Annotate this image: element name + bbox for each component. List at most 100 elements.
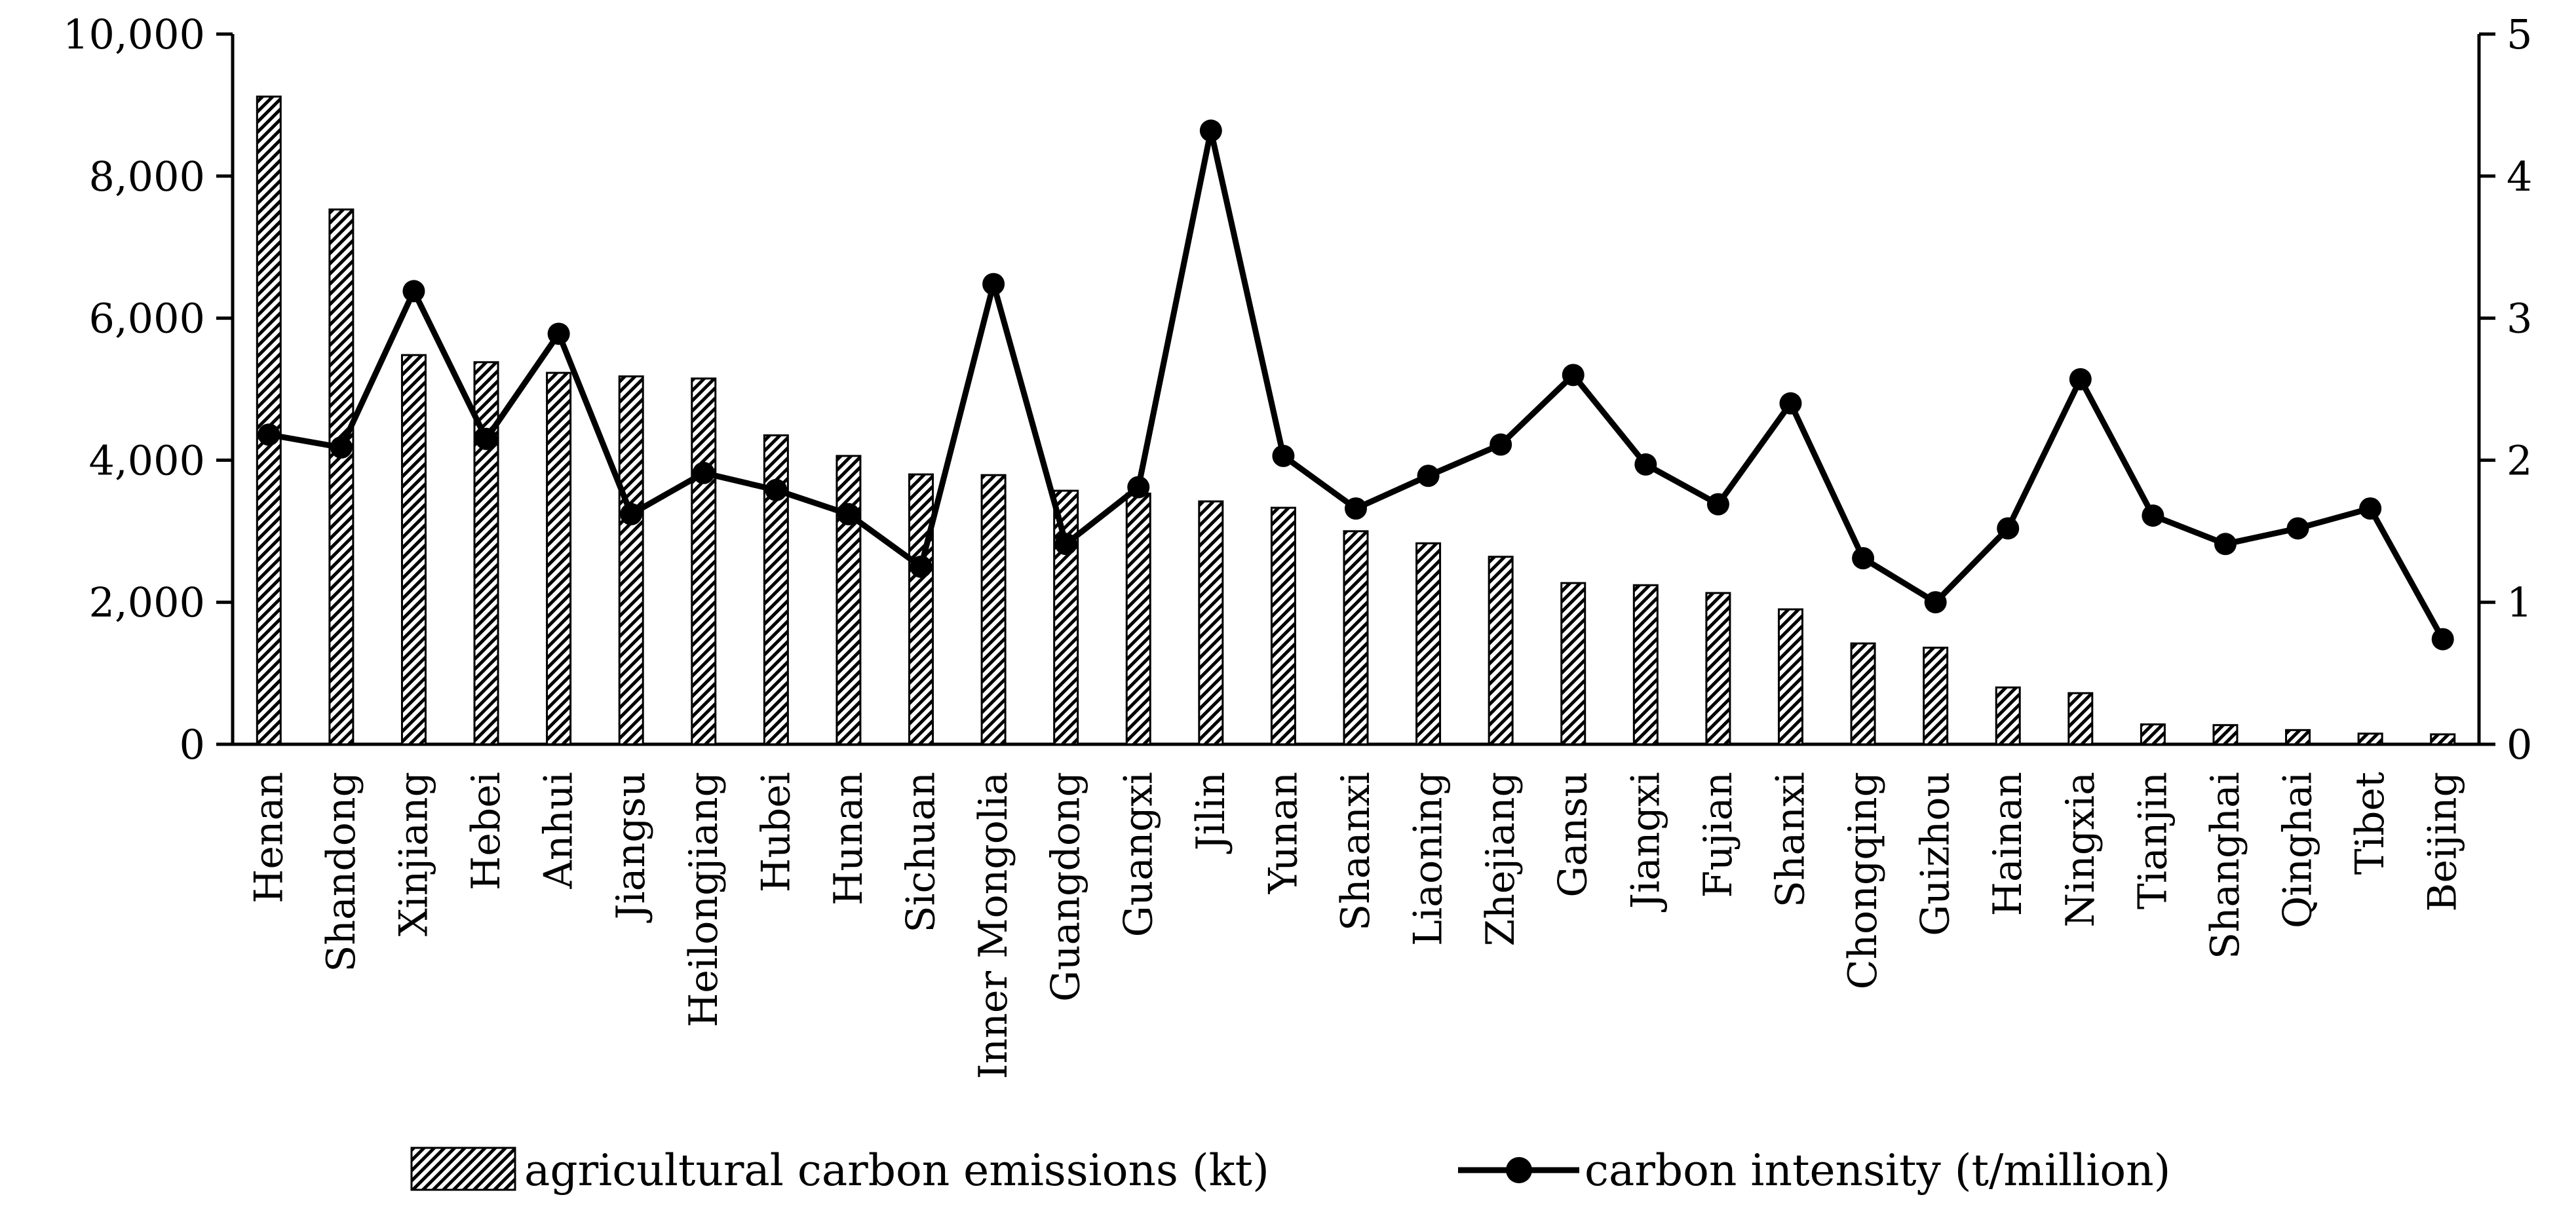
y-right-tick-label: 4 bbox=[2507, 153, 2532, 200]
y-left-tick-label: 2,000 bbox=[89, 579, 206, 626]
legend-label-line: carbon intensity (t/million) bbox=[1585, 1145, 2170, 1196]
category-label: Anhui bbox=[536, 772, 582, 889]
intensity-point bbox=[692, 461, 715, 484]
y-left-tick-label: 0 bbox=[180, 721, 205, 769]
intensity-point bbox=[1706, 493, 1729, 516]
legend-swatch-bars bbox=[410, 1147, 516, 1191]
category-labels: Henan Shandong Xinjiang Hebei Anhui Jiangsu He… bbox=[246, 772, 2465, 1079]
intensity-point bbox=[2431, 628, 2454, 651]
intensity-point bbox=[1417, 465, 1440, 487]
category-label: Hainan bbox=[1985, 772, 2031, 916]
y-right-tick-label: 0 bbox=[2507, 721, 2532, 769]
category-label: Liaoning bbox=[1406, 772, 1451, 946]
bar bbox=[1560, 582, 1586, 746]
category-label: Hebei bbox=[463, 772, 509, 890]
category-label: Fujian bbox=[1695, 772, 1741, 898]
y-left-tick-label: 6,000 bbox=[89, 295, 206, 343]
category-label: Tibet bbox=[2347, 772, 2393, 875]
bar-series bbox=[256, 95, 2456, 746]
intensity-point bbox=[620, 503, 643, 525]
category-label: Guizhou bbox=[1913, 772, 1959, 936]
intensity-point bbox=[2069, 368, 2092, 390]
bar bbox=[1270, 506, 1296, 746]
intensity-point bbox=[1779, 392, 1802, 415]
category-label: Shandong bbox=[318, 772, 364, 972]
y-right-tick-label: 5 bbox=[2507, 10, 2532, 58]
bar bbox=[1125, 492, 1151, 746]
intensity-point bbox=[765, 478, 788, 501]
category-label: Gansu bbox=[1550, 772, 1596, 898]
y-right-tick-label: 3 bbox=[2507, 295, 2532, 343]
intensity-point bbox=[1345, 497, 1367, 520]
category-label: Yunan bbox=[1260, 772, 1306, 894]
bar bbox=[836, 455, 862, 746]
y-right-tick-label: 1 bbox=[2507, 579, 2532, 626]
bar bbox=[691, 377, 717, 746]
intensity-point bbox=[982, 273, 1005, 295]
category-label: Ningxia bbox=[2058, 772, 2104, 928]
bar bbox=[1415, 542, 1442, 746]
category-label: Hunan bbox=[826, 772, 872, 905]
intensity-point bbox=[1997, 517, 2020, 540]
intensity-point bbox=[2286, 517, 2309, 540]
category-label: Henan bbox=[246, 772, 292, 903]
intensity-point bbox=[1127, 476, 1150, 499]
bar bbox=[400, 354, 427, 746]
category-label: Hubei bbox=[753, 772, 799, 892]
bar bbox=[2067, 692, 2094, 746]
bar bbox=[908, 473, 934, 746]
category-label: Inner Mongolia bbox=[971, 772, 1016, 1079]
y-left-tick-label: 4,000 bbox=[89, 436, 206, 484]
intensity-point bbox=[547, 322, 570, 345]
intensity-point bbox=[2142, 504, 2164, 527]
bar bbox=[1995, 686, 2021, 746]
bar bbox=[256, 95, 282, 746]
category-label: Jiangsu bbox=[608, 772, 654, 924]
intensity-point bbox=[1490, 433, 1512, 456]
bar bbox=[1923, 647, 1949, 746]
category-label: Tianjin bbox=[2130, 772, 2176, 909]
bar bbox=[1053, 489, 1079, 746]
bar bbox=[1705, 592, 1731, 746]
legend: agricultural carbon emissions (kt) carbo… bbox=[410, 1145, 2170, 1196]
intensity-point bbox=[1199, 119, 1222, 142]
intensity-point bbox=[1634, 453, 1657, 476]
bar bbox=[546, 371, 572, 746]
bar bbox=[1343, 530, 1369, 746]
intensity-point bbox=[910, 556, 932, 578]
intensity-point bbox=[2359, 497, 2382, 520]
bar bbox=[2357, 732, 2383, 746]
category-label: Qinghai bbox=[2275, 772, 2321, 928]
intensity-point bbox=[1852, 546, 1875, 569]
bar bbox=[1488, 556, 1514, 746]
bar bbox=[2430, 733, 2456, 746]
category-label: Beijing bbox=[2420, 772, 2466, 912]
bar bbox=[1632, 584, 1659, 746]
category-label: Xinjiang bbox=[391, 772, 436, 936]
category-label: Sichuan bbox=[898, 772, 944, 933]
category-label: Zhejiang bbox=[1478, 772, 1524, 946]
bar bbox=[2140, 723, 2166, 746]
intensity-point bbox=[402, 280, 425, 303]
y-left-tick-label: 10,000 bbox=[63, 10, 205, 58]
intensity-point bbox=[475, 427, 498, 450]
category-label: Shanxi bbox=[1767, 772, 1813, 907]
bar bbox=[328, 208, 355, 746]
intensity-point bbox=[837, 503, 860, 525]
intensity-point bbox=[2214, 533, 2237, 556]
legend-swatch-marker bbox=[1506, 1157, 1532, 1183]
category-label: Jilin bbox=[1188, 772, 1234, 854]
legend-label-bars: agricultural carbon emissions (kt) bbox=[524, 1145, 1269, 1196]
bar bbox=[618, 375, 644, 746]
bar bbox=[2212, 724, 2239, 746]
bar bbox=[980, 474, 1007, 746]
category-label: Chongqing bbox=[1840, 772, 1886, 989]
intensity-point bbox=[1272, 444, 1295, 467]
y-left-tick-label: 8,000 bbox=[89, 153, 206, 200]
axes: 0 2,000 4,000 6,000 8,000 10,000 0 1 2 3 4 5 bbox=[63, 10, 2532, 769]
intensity-point bbox=[1924, 591, 1947, 614]
line-series bbox=[258, 119, 2454, 651]
category-label: Guangxi bbox=[1115, 772, 1161, 937]
category-label: Heilongjiang bbox=[681, 772, 727, 1027]
